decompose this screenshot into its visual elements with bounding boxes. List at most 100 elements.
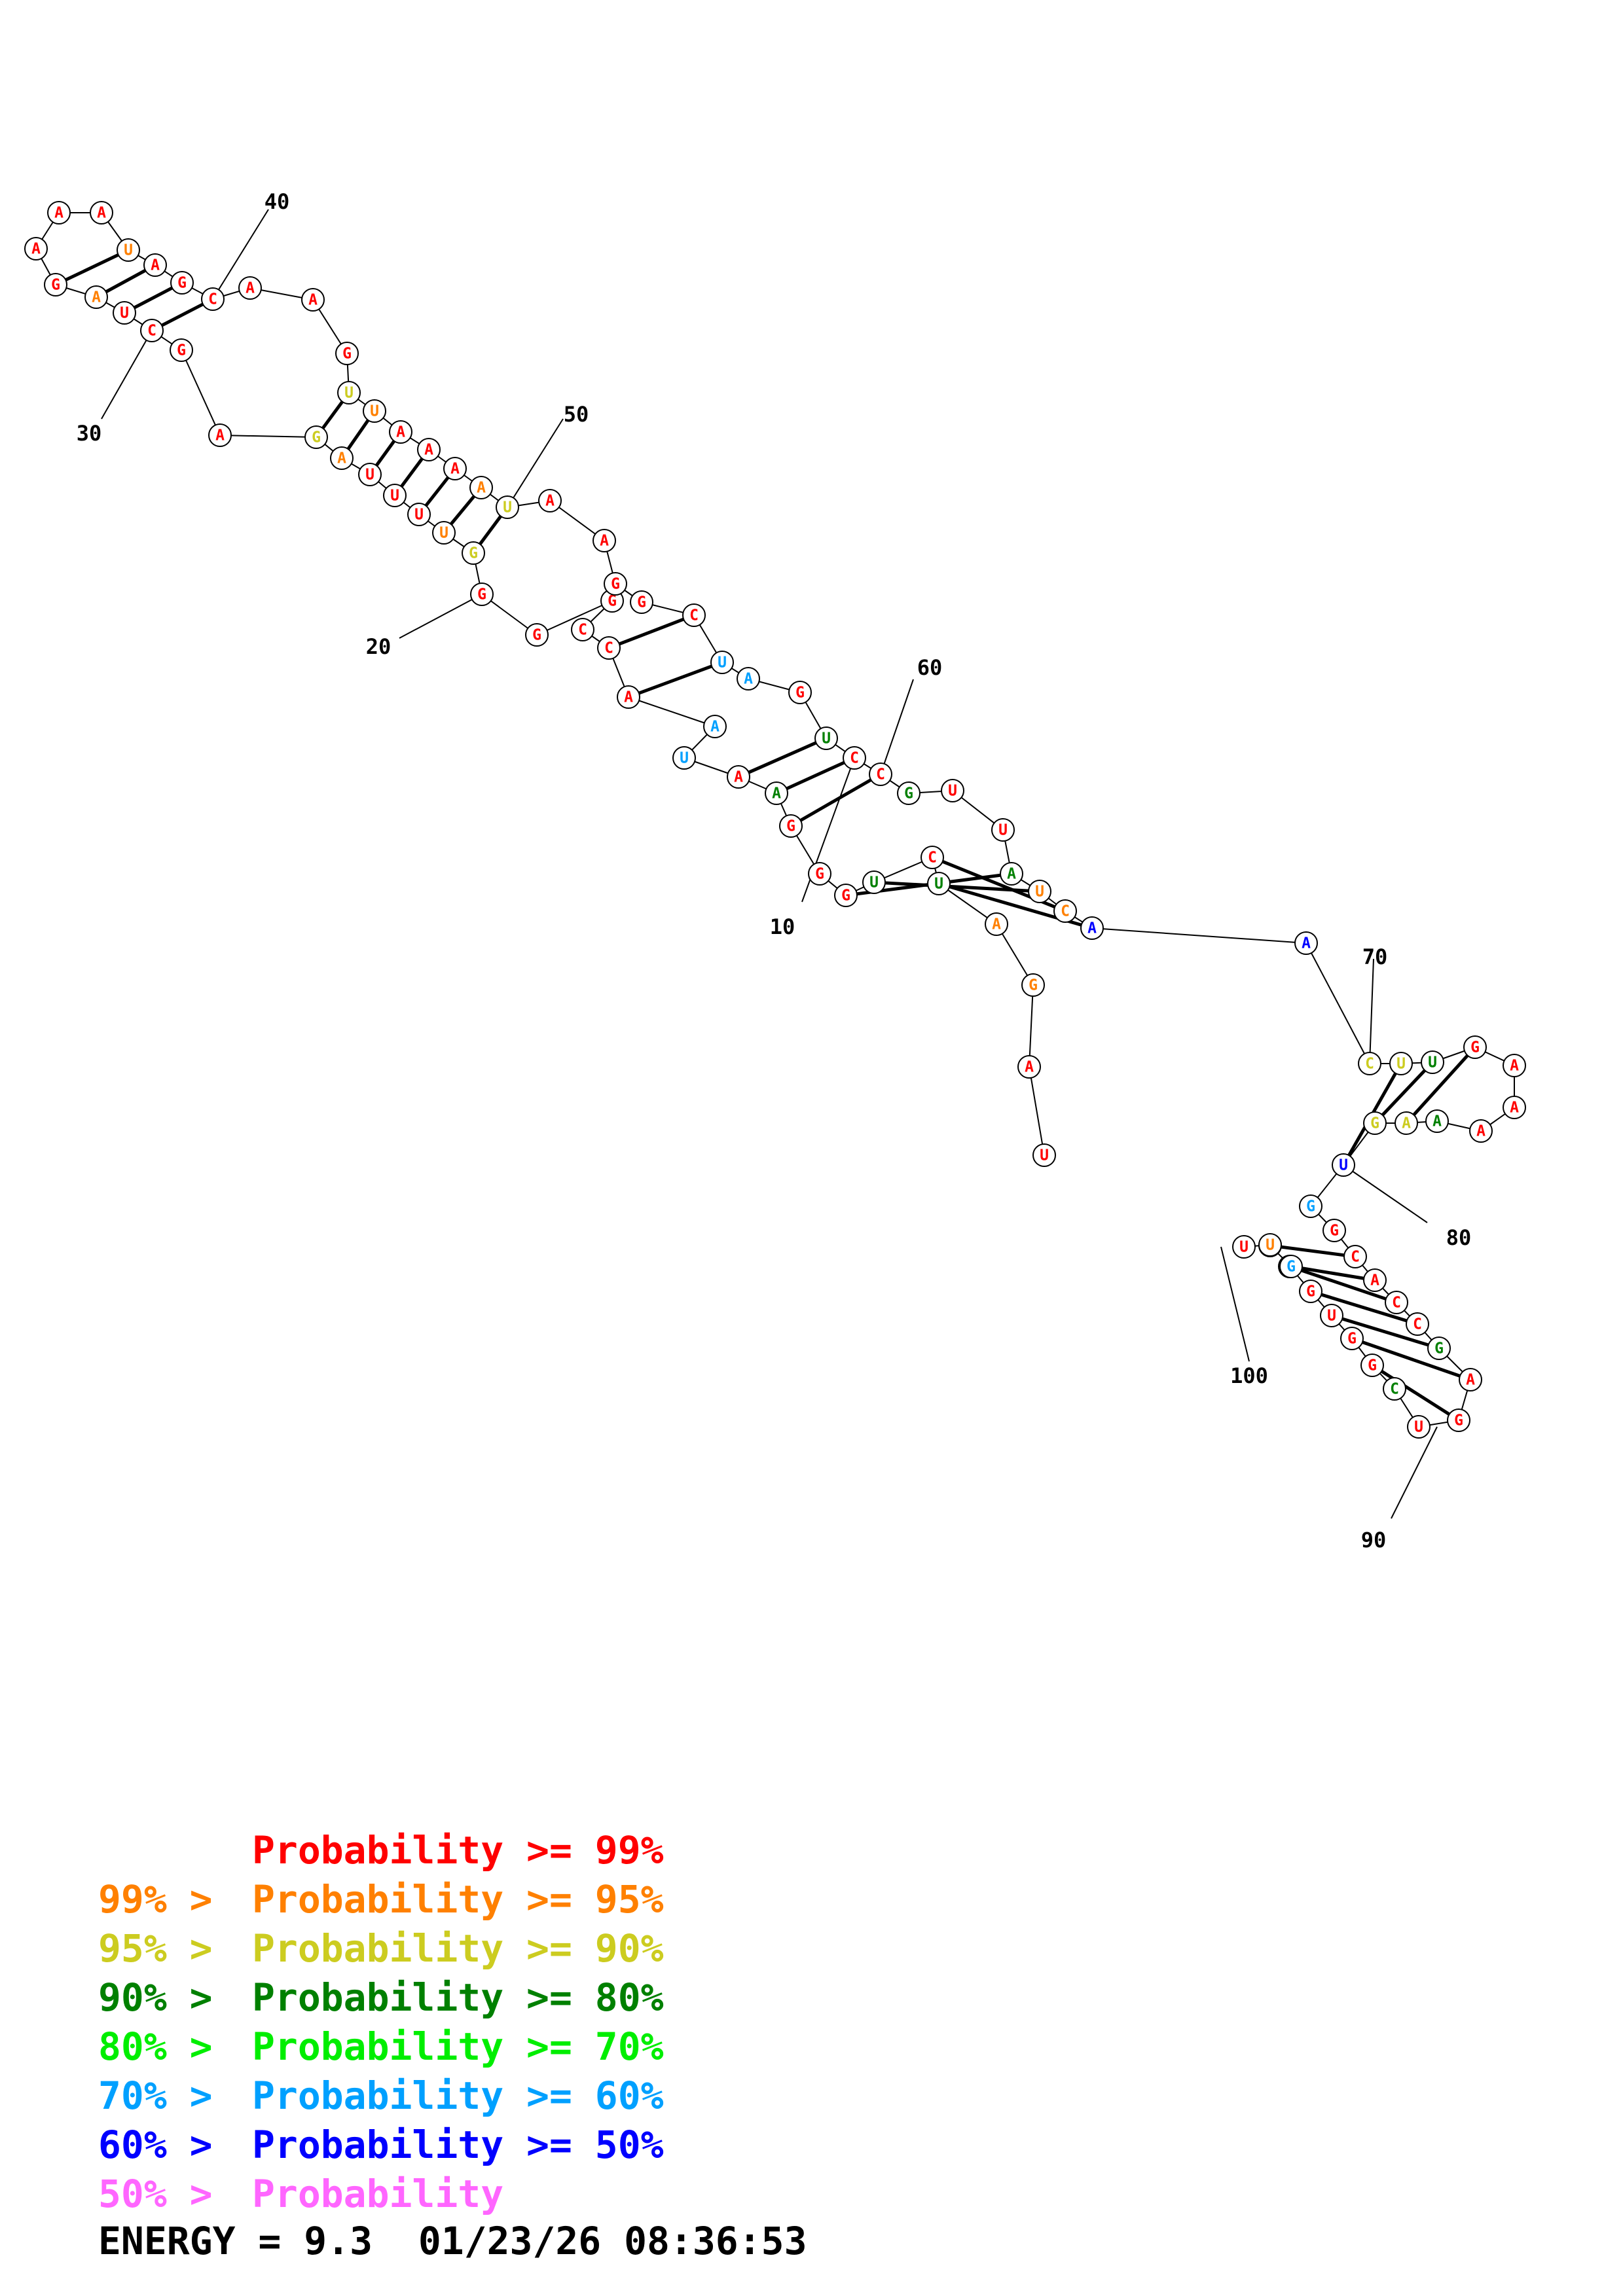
nucleotide-base: C [1413,1316,1422,1333]
base-pair-bond [638,664,712,695]
nucleotide: U [432,521,456,545]
nucleotide: A [143,253,167,277]
nucleotide: A [84,285,108,309]
nucleotide-circle [24,237,48,260]
nucleotide-base: A [1007,866,1016,883]
nucleotide-circle [113,301,136,325]
nucleotide-base: A [1510,1100,1519,1117]
nucleotide: A [1017,1055,1041,1079]
nucleotide-base: A [545,493,555,510]
nucleotide-circle [1395,1111,1418,1135]
position-tick [880,679,914,775]
nucleotide-base: G [795,685,805,702]
base-pair-bond [65,253,119,281]
legend-entry: 90% > Probability >= 80% [98,1973,1015,2022]
nucleotide: U [113,301,136,325]
nucleotide-circle [737,667,760,691]
nucleotide-base: U [1239,1239,1249,1256]
nucleotide-base: A [92,289,101,306]
nucleotide-circle [941,779,964,802]
nucleotide-circle [991,818,1015,842]
nucleotide-circle [335,342,359,365]
nucleotide-base: U [1266,1237,1275,1254]
backbone-segment [1091,927,1307,944]
nucleotide-base: A [1510,1058,1519,1075]
nucleotide-circle [1503,1054,1526,1077]
nucleotide: A [1000,862,1023,886]
base-pair-bond [449,495,476,526]
nucleotide: A [1503,1096,1526,1119]
position-label: 20 [366,634,392,659]
nucleotide-circle [1279,1255,1303,1278]
nucleotide-base: G [342,346,352,363]
nucleotide-circle [843,746,866,770]
nucleotide: A [703,715,727,738]
nucleotide: U [337,381,361,404]
nucleotide-circle [389,420,412,444]
base-pair-bond [1341,1317,1429,1347]
nucleotide-base: G [1029,977,1038,994]
backbone-segment [628,696,716,727]
nucleotide-base: U [414,507,424,524]
nucleotide-base: A [337,450,346,467]
nucleotide-base: A [450,461,460,478]
nucleotide-circle [727,765,750,789]
legend-entry: 60% > Probability >= 50% [98,2121,1015,2170]
base-pair-bond [374,440,396,467]
nucleotide-base: A [600,533,609,550]
nucleotide-circle [672,746,696,770]
probability-legend: Probability >= 99% 99% > Probability >= 9… [98,1826,1015,2219]
nucleotide-circle [208,423,232,447]
legend-text: Probability >= 90% [252,1926,664,1971]
backbone-segment [219,435,317,438]
nucleotide-circle [301,288,325,312]
nucleotide-circle [417,438,441,461]
base-pair-bond [1321,1293,1408,1323]
nucleotide-base: G [841,888,850,905]
nucleotide-circle [869,762,892,786]
nucleotide-circle [469,476,493,499]
nucleotide-circle [1032,1143,1056,1167]
nucleotide-circle [985,912,1008,936]
nucleotide-base: A [1466,1372,1475,1389]
nucleotide: A [1363,1268,1387,1292]
nucleotide-circle [765,781,788,805]
nucleotide-circle [1320,1304,1343,1327]
nucleotide: C [869,762,892,786]
nucleotide-circle [682,603,706,627]
nucleotide-base: A [992,916,1001,933]
nucleotide: G [1463,1035,1487,1059]
nucleotide-circle [1232,1235,1256,1259]
nucleotide: A [417,438,441,461]
nucleotide: G [630,590,653,614]
base-pair-bonds [65,253,1469,1416]
nucleotide-base: A [1402,1115,1411,1132]
legend-text: Probability >= 80% [252,1975,664,2020]
nucleotide-circle [363,399,386,423]
nucleotide: G [1279,1255,1303,1278]
nucleotide-base: A [215,427,225,444]
nucleotide: A [1503,1054,1526,1077]
nucleotide-base: G [177,342,186,359]
nucleotide: A [330,446,354,470]
backbone-segment [1305,942,1370,1064]
nucleotide-circle [1017,1055,1041,1079]
nucleotide-circle [238,276,262,300]
nucleotide-base: A [396,424,405,441]
nucleotide: U [1332,1153,1355,1177]
position-labels: 10 20 30 40 50 60 70 80 90 100 [77,189,1472,1552]
base-pair-bond [1381,1069,1427,1117]
position-tick [212,209,269,300]
nucleotide-circle [1000,862,1023,886]
nucleotide: G [1360,1354,1384,1377]
base-pair-bond [400,457,424,488]
base-pair-bond [160,302,204,327]
nucleotide-circle [1028,880,1051,903]
nucleotide: A [617,685,640,709]
nucleotide: G [779,814,803,838]
nucleotide-base: G [1306,1283,1315,1300]
nucleotide-base: A [710,719,720,736]
nucleotide-circle [117,238,140,262]
nucleotide: U [862,870,886,894]
